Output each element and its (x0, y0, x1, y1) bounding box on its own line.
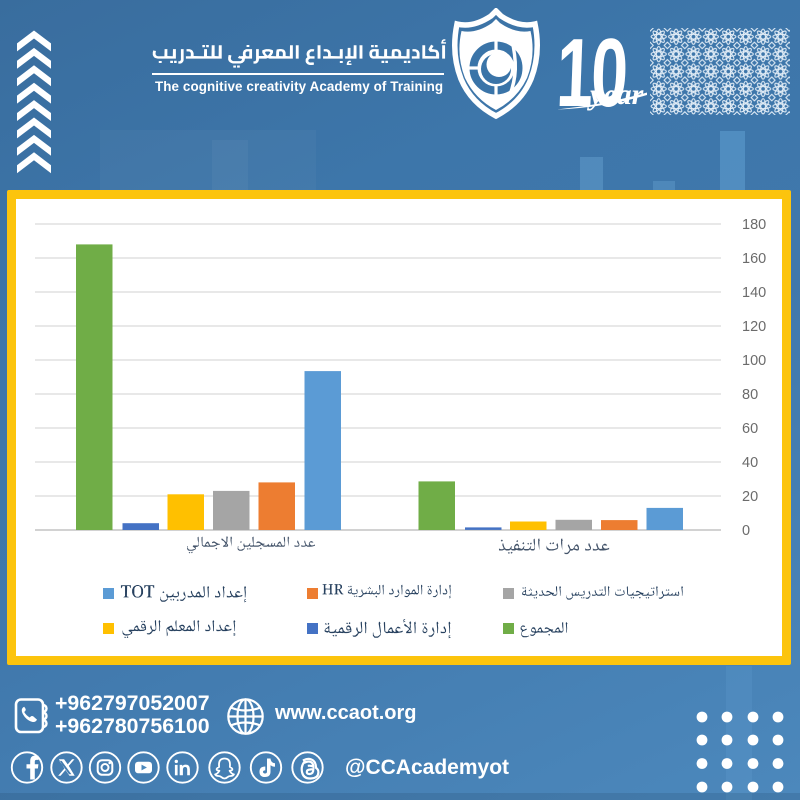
svg-text:80: 80 (742, 387, 758, 403)
svg-text:40: 40 (742, 455, 758, 471)
svg-text:60: 60 (742, 421, 758, 437)
svg-text:0: 0 (742, 523, 750, 539)
svg-text:180: 180 (742, 217, 766, 233)
svg-text:100: 100 (742, 353, 766, 369)
svg-text:120: 120 (742, 319, 766, 335)
svg-text:20: 20 (742, 489, 758, 505)
svg-text:140: 140 (742, 285, 766, 301)
svg-text:160: 160 (742, 251, 766, 267)
